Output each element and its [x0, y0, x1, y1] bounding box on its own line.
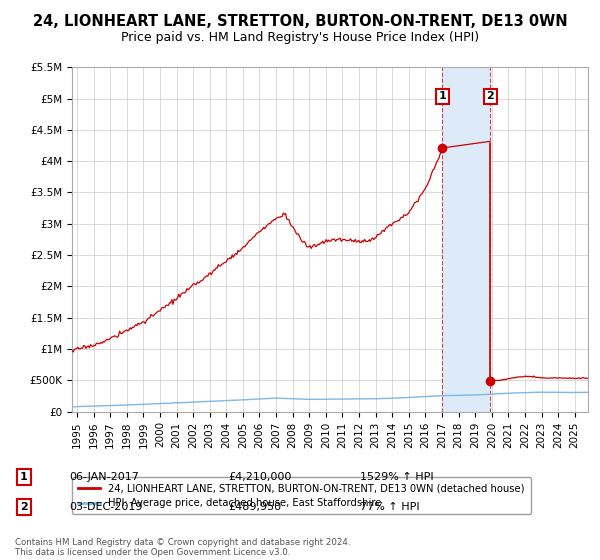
Text: 1: 1 — [439, 91, 446, 101]
Text: Contains HM Land Registry data © Crown copyright and database right 2024.
This d: Contains HM Land Registry data © Crown c… — [15, 538, 350, 557]
Text: 2: 2 — [487, 91, 494, 101]
Text: 1529% ↑ HPI: 1529% ↑ HPI — [360, 472, 434, 482]
Text: £4,210,000: £4,210,000 — [228, 472, 292, 482]
Text: 03-DEC-2019: 03-DEC-2019 — [69, 502, 143, 512]
Text: 24, LIONHEART LANE, STRETTON, BURTON-ON-TRENT, DE13 0WN: 24, LIONHEART LANE, STRETTON, BURTON-ON-… — [32, 14, 568, 29]
Bar — [442, 67, 490, 412]
Text: £489,950: £489,950 — [228, 502, 281, 512]
Text: 77% ↑ HPI: 77% ↑ HPI — [360, 502, 419, 512]
Text: Price paid vs. HM Land Registry's House Price Index (HPI): Price paid vs. HM Land Registry's House … — [121, 31, 479, 44]
Text: 2: 2 — [20, 502, 28, 512]
Legend: 24, LIONHEART LANE, STRETTON, BURTON-ON-TRENT, DE13 0WN (detached house), HPI: A: 24, LIONHEART LANE, STRETTON, BURTON-ON-… — [72, 477, 530, 514]
Text: 06-JAN-2017: 06-JAN-2017 — [69, 472, 139, 482]
Text: 1: 1 — [20, 472, 28, 482]
